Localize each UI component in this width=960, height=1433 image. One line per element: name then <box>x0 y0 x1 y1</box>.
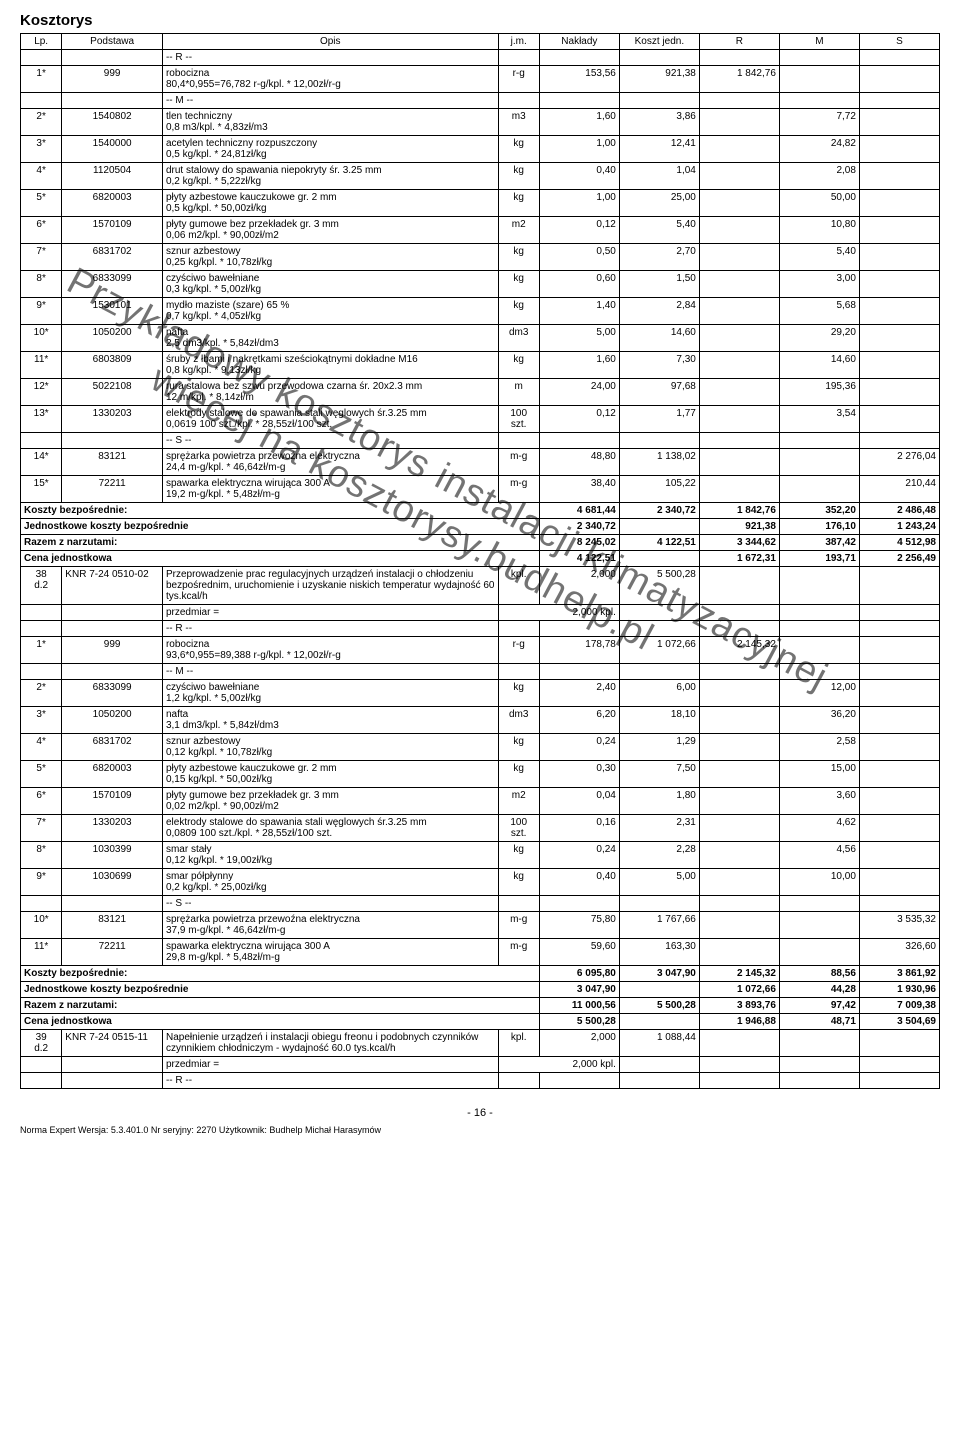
cost-line: 7*1330203elektrody stalowe do spawania s… <box>21 815 940 842</box>
col-s: S <box>859 34 939 50</box>
cost-line: 2*1540802tlen techniczny 0,8 m3/kpl. * 4… <box>21 109 940 136</box>
item-header-row: 39 d.2KNR 7-24 0515-11Napełnienie urządz… <box>21 1030 940 1057</box>
separator-row: -- R -- <box>21 50 940 66</box>
przedmiar-row: przedmiar =2,000 kpl. <box>21 605 940 621</box>
table-header-row: Lp. Podstawa Opis j.m. Nakłady Koszt jed… <box>21 34 940 50</box>
col-jm: j.m. <box>498 34 539 50</box>
summary-row: Koszty bezpośrednie:6 095,803 047,902 14… <box>21 966 940 982</box>
cost-line: 5*6820003płyty azbestowe kauczukowe gr. … <box>21 761 940 788</box>
col-lp: Lp. <box>21 34 62 50</box>
cost-table: Lp. Podstawa Opis j.m. Nakłady Koszt jed… <box>20 33 940 1089</box>
col-opis: Opis <box>162 34 498 50</box>
col-nak: Nakłady <box>539 34 619 50</box>
cost-line: 8*6833099czyściwo bawełniane 0,3 kg/kpl.… <box>21 271 940 298</box>
page-number: - 16 - <box>20 1107 940 1119</box>
cost-line: 1*999robocizna 93,6*0,955=89,388 r-g/kpl… <box>21 637 940 664</box>
col-r: R <box>699 34 779 50</box>
cost-line: 3*1540000acetylen techniczny rozpuszczon… <box>21 136 940 163</box>
col-kj: Koszt jedn. <box>619 34 699 50</box>
summary-row: Jednostkowe koszty bezpośrednie2 340,729… <box>21 519 940 535</box>
summary-row: Cena jednostkowa4 122,511 672,31193,712 … <box>21 551 940 567</box>
cost-line: 14*83121sprężarka powietrza przewoźna el… <box>21 449 940 476</box>
summary-row: Razem z narzutami:8 245,024 122,513 344,… <box>21 535 940 551</box>
item-header-row: 38 d.2KNR 7-24 0510-02Przeprowadzenie pr… <box>21 567 940 605</box>
cost-line: 10*1050200nafta 2,5 dm3/kpl. * 5,84zł/dm… <box>21 325 940 352</box>
summary-row: Cena jednostkowa5 500,281 946,8848,713 5… <box>21 1014 940 1030</box>
summary-row: Koszty bezpośrednie:4 681,442 340,721 84… <box>21 503 940 519</box>
cost-line: 5*6820003płyty azbestowe kauczukowe gr. … <box>21 190 940 217</box>
norma-footer: Norma Expert Wersja: 5.3.401.0 Nr seryjn… <box>20 1125 940 1145</box>
cost-line: 13*1330203elektrody stalowe do spawania … <box>21 406 940 433</box>
separator-row: -- S -- <box>21 433 940 449</box>
separator-row: -- M -- <box>21 93 940 109</box>
cost-line: 15*72211spawarka elektryczna wirująca 30… <box>21 476 940 503</box>
cost-line: 11*6803809śruby z łbami i nakrętkami sze… <box>21 352 940 379</box>
cost-line: 1*999robocizna 80,4*0,955=76,782 r-g/kpl… <box>21 66 940 93</box>
cost-line: 8*1030399smar stały 0,12 kg/kpl. * 19,00… <box>21 842 940 869</box>
separator-row: -- R -- <box>21 621 940 637</box>
cost-line: 4*6831702sznur azbestowy 0,12 kg/kpl. * … <box>21 734 940 761</box>
col-pod: Podstawa <box>62 34 163 50</box>
cost-line: 2*6833099czyściwo bawełniane 1,2 kg/kpl.… <box>21 680 940 707</box>
cost-line: 3*1050200nafta 3,1 dm3/kpl. * 5,84zł/dm3… <box>21 707 940 734</box>
cost-line: 9*1530101mydło maziste (szare) 65 % 0,7 … <box>21 298 940 325</box>
cost-line: 9*1030699smar półpłynny 0,2 kg/kpl. * 25… <box>21 869 940 896</box>
cost-line: 6*1570109płyty gumowe bez przekładek gr.… <box>21 217 940 244</box>
przedmiar-row: przedmiar =2,000 kpl. <box>21 1057 940 1073</box>
col-m: M <box>779 34 859 50</box>
report-title: Kosztorys <box>20 12 940 29</box>
cost-line: 6*1570109płyty gumowe bez przekładek gr.… <box>21 788 940 815</box>
cost-line: 4*1120504drut stalowy do spawania niepok… <box>21 163 940 190</box>
cost-line: 12*5022108rura stalowa bez szwu przewodo… <box>21 379 940 406</box>
separator-row: -- R -- <box>21 1073 940 1089</box>
cost-line: 11*72211spawarka elektryczna wirująca 30… <box>21 939 940 966</box>
separator-row: -- S -- <box>21 896 940 912</box>
separator-row: -- M -- <box>21 664 940 680</box>
cost-line: 10*83121sprężarka powietrza przewoźna el… <box>21 912 940 939</box>
cost-line: 7*6831702sznur azbestowy 0,25 kg/kpl. * … <box>21 244 940 271</box>
summary-row: Razem z narzutami:11 000,565 500,283 893… <box>21 998 940 1014</box>
summary-row: Jednostkowe koszty bezpośrednie3 047,901… <box>21 982 940 998</box>
